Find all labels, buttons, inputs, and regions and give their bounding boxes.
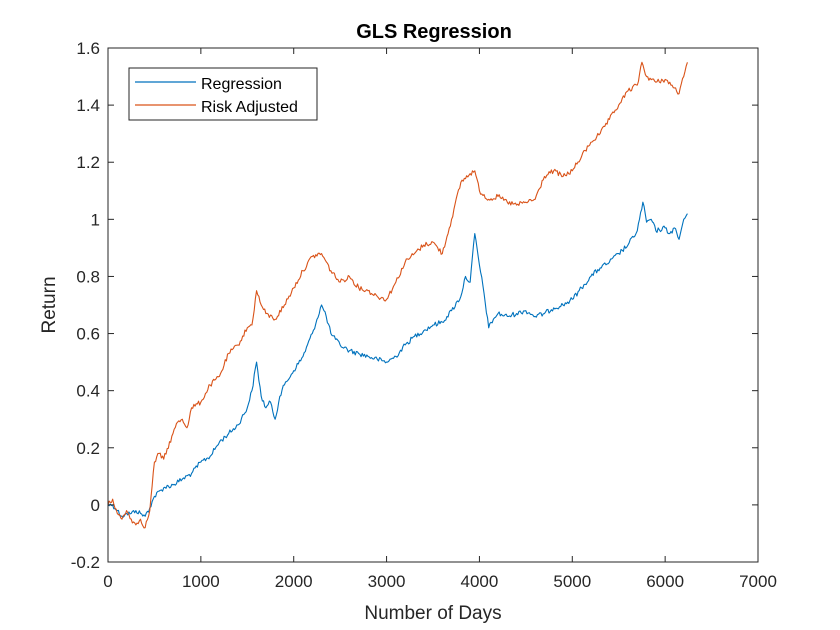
- x-tick-label: 4000: [461, 572, 499, 591]
- y-tick-label: 1: [91, 210, 100, 229]
- chart-title: GLS Regression: [356, 21, 512, 43]
- x-tick-label: 3000: [368, 572, 406, 591]
- x-tick-label: 0: [103, 572, 112, 591]
- series-line-risk-adjusted: [107, 61, 688, 529]
- legend-label-risk-adjusted: Risk Adjusted: [201, 99, 298, 116]
- x-tick-label: 5000: [553, 572, 591, 591]
- y-tick-label: -0.2: [71, 553, 100, 572]
- x-tick-label: 7000: [739, 572, 777, 591]
- y-tick-label: 0.6: [76, 325, 100, 344]
- legend-box: [128, 67, 318, 121]
- y-tick-label: 0: [91, 496, 100, 515]
- y-tick-label: 1.2: [76, 153, 100, 172]
- y-tick-label: 0.2: [76, 439, 100, 458]
- legend-label-regression: Regression: [201, 76, 282, 93]
- y-tick-label: 0.8: [76, 267, 100, 286]
- y-tick-label: 0.4: [76, 382, 100, 401]
- x-tick-label: 2000: [275, 572, 313, 591]
- x-axis-label: Number of Days: [364, 603, 501, 624]
- y-axis-label: Return: [39, 276, 60, 333]
- x-tick-label: 1000: [182, 572, 220, 591]
- series-line-regression: [107, 201, 688, 518]
- series-layer: [107, 61, 688, 529]
- plot-frame: [107, 47, 759, 563]
- y-tick-label: 1.6: [76, 39, 100, 58]
- ticks-layer: 0 1000 2000 3000 4000 5000 6000 7000-0.200.20.4…: [71, 39, 777, 591]
- legend: Regression Risk Adjusted: [128, 67, 318, 121]
- x-tick-label: 6000: [646, 572, 684, 591]
- y-tick-label: 1.4: [76, 96, 100, 115]
